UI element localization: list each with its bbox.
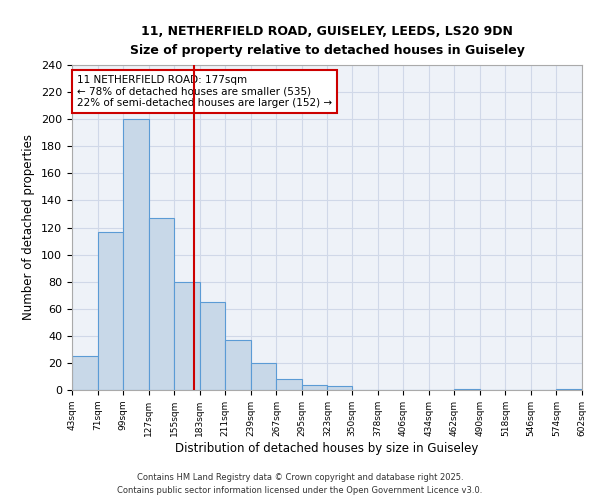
Bar — [302, 384, 328, 390]
Bar — [72, 356, 98, 390]
Bar — [200, 302, 225, 390]
Bar — [556, 388, 582, 390]
Bar — [251, 363, 277, 390]
Bar — [174, 282, 200, 390]
Y-axis label: Number of detached properties: Number of detached properties — [22, 134, 35, 320]
Bar — [454, 388, 480, 390]
Title: 11, NETHERFIELD ROAD, GUISELEY, LEEDS, LS20 9DN
Size of property relative to det: 11, NETHERFIELD ROAD, GUISELEY, LEEDS, L… — [130, 25, 524, 57]
Text: Contains HM Land Registry data © Crown copyright and database right 2025.
Contai: Contains HM Land Registry data © Crown c… — [118, 474, 482, 495]
Bar — [123, 119, 149, 390]
Bar — [277, 379, 302, 390]
Bar — [149, 218, 174, 390]
Text: 11 NETHERFIELD ROAD: 177sqm
← 78% of detached houses are smaller (535)
22% of se: 11 NETHERFIELD ROAD: 177sqm ← 78% of det… — [77, 74, 332, 108]
X-axis label: Distribution of detached houses by size in Guiseley: Distribution of detached houses by size … — [175, 442, 479, 454]
Bar — [98, 232, 123, 390]
Bar — [328, 386, 352, 390]
Bar — [225, 340, 251, 390]
